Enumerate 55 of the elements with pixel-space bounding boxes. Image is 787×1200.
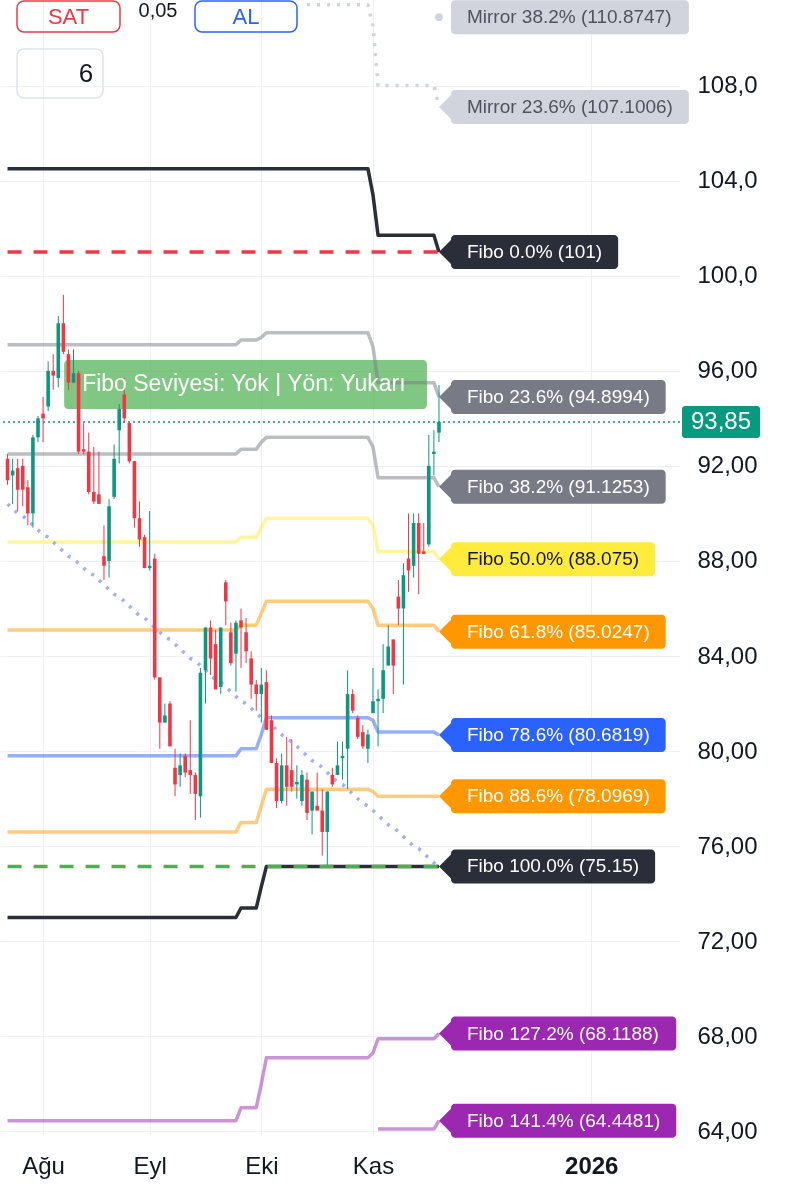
- legend-label: Fibo 23.6% (94.8994): [466, 385, 650, 407]
- y-tick-label: 80,00: [697, 736, 758, 764]
- y-tick-label: 84,00: [697, 641, 758, 669]
- y-tick-label: 88,00: [697, 546, 758, 574]
- candlestick: [117, 403, 121, 465]
- annotation: 0,05: [138, 0, 178, 21]
- candlestick: [421, 522, 426, 555]
- candlestick: [102, 524, 106, 581]
- candlestick: [254, 679, 259, 712]
- candlestick: [437, 384, 441, 443]
- legend-label: Fibo 88.6% (78.0969): [466, 785, 650, 807]
- x-tick-label: Ağu: [22, 1151, 65, 1179]
- candlestick: [366, 729, 370, 764]
- annotation: SAT: [47, 3, 90, 29]
- annotation: AL: [232, 3, 260, 29]
- legend-label: Fibo 0.0% (101): [466, 240, 603, 262]
- y-tick-label: 104,0: [697, 166, 758, 194]
- candlestick: [315, 772, 319, 812]
- legend-label: Fibo 100.0% (75.15): [466, 855, 640, 877]
- legend-label: Fibo 141.4% (64.4481): [466, 1109, 661, 1131]
- x-tick-label: Kas: [352, 1151, 395, 1179]
- y-tick-label: 64,00: [697, 1116, 758, 1144]
- ref-line-label: 93,85: [690, 406, 752, 434]
- candlestick: [178, 753, 182, 788]
- series-label: Mirror 38.2% (110.8747): [466, 6, 672, 28]
- legend-label: Fibo 61.8% (85.0247): [466, 620, 650, 642]
- legend-label: Fibo 38.2% (91.1253): [466, 475, 650, 497]
- legend-label: Fibo 78.6% (80.6819): [466, 723, 650, 745]
- annotation: 6: [78, 57, 94, 88]
- x-tick-label: Eki: [245, 1151, 279, 1179]
- candlestick: [224, 579, 228, 626]
- candlestick: [371, 667, 375, 714]
- y-tick-label: 100,0: [697, 261, 758, 289]
- x-tick-label: Eyl: [133, 1151, 167, 1179]
- candlestick: [51, 353, 56, 391]
- candlestick: [320, 788, 325, 857]
- candlestick: [239, 608, 243, 669]
- legend-label: Mirror 23.6% (107.1006): [466, 95, 673, 117]
- candlestick: [310, 791, 314, 835]
- candlestick: [386, 624, 391, 667]
- candlestick: [173, 748, 177, 797]
- candlestick: [163, 703, 167, 724]
- y-tick-label: 92,00: [697, 451, 758, 479]
- candlestick: [41, 396, 45, 443]
- candlestick: [244, 617, 248, 664]
- y-tick-label: 108,0: [697, 71, 758, 99]
- y-tick-label: 68,00: [697, 1021, 758, 1049]
- candlestick: [289, 738, 294, 793]
- candlestick: [81, 422, 86, 455]
- y-tick-label: 76,00: [697, 831, 758, 859]
- legend-label: Fibo 127.2% (68.1188): [466, 1022, 659, 1044]
- y-tick-label: 96,00: [697, 356, 758, 384]
- legend-label: Fibo 50.0% (88.075): [466, 548, 640, 570]
- x-tick-label: 2026: [565, 1151, 619, 1179]
- y-tick-label: 72,00: [697, 926, 758, 954]
